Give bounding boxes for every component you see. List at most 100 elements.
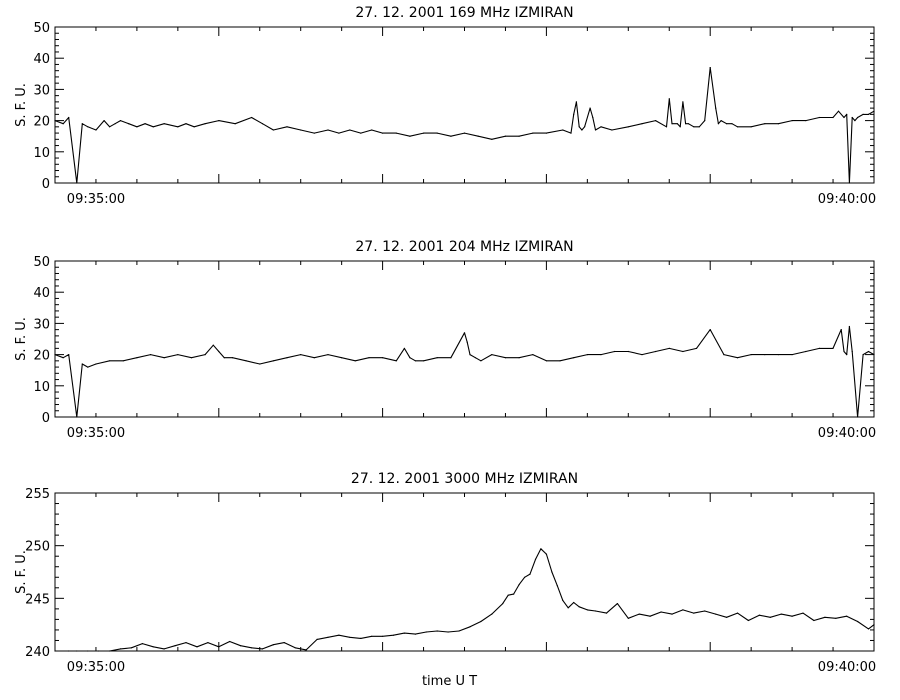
- data-point: [545, 132, 548, 134]
- data-point: [103, 120, 105, 122]
- data-point: [193, 126, 195, 128]
- data-point: [81, 123, 83, 125]
- data-point: [395, 132, 397, 134]
- data-point: [294, 647, 296, 649]
- data-point: [327, 129, 329, 131]
- data-point: [813, 619, 815, 622]
- x-tick-label-end: 09:40:00: [818, 426, 876, 441]
- data-point: [791, 354, 793, 356]
- data-point: [128, 123, 130, 125]
- plot-frame-3: [54, 492, 875, 652]
- data-point: [150, 354, 152, 356]
- data-point: [212, 344, 214, 346]
- data-point: [611, 129, 613, 131]
- data-point: [715, 613, 717, 615]
- data-point: [589, 107, 591, 109]
- data-point: [693, 126, 695, 128]
- data-point: [316, 638, 318, 641]
- data-point: [857, 116, 859, 119]
- data-point: [715, 107, 717, 109]
- data-point: [594, 129, 597, 131]
- data-point: [513, 593, 515, 595]
- data-point: [122, 360, 124, 362]
- y-tick-label: 20: [33, 349, 50, 364]
- data-point: [185, 642, 187, 644]
- data-point: [805, 120, 807, 122]
- data-point: [504, 357, 507, 359]
- x-tick-label-start: 09:35:00: [67, 192, 125, 207]
- data-point: [144, 123, 146, 125]
- data-point: [802, 612, 804, 614]
- series-line-3: [55, 548, 875, 652]
- data-point: [717, 123, 720, 125]
- data-point: [327, 354, 329, 356]
- data-point: [423, 132, 425, 134]
- data-point: [685, 123, 687, 125]
- data-point: [750, 126, 752, 128]
- data-point: [581, 129, 583, 131]
- data-point: [627, 126, 629, 128]
- data-point: [261, 123, 264, 125]
- data-point: [857, 620, 859, 623]
- data-point: [532, 354, 534, 356]
- data-point: [196, 646, 198, 648]
- data-point: [840, 329, 842, 331]
- data-point: [660, 611, 662, 613]
- data-point: [720, 120, 722, 122]
- data-point: [229, 640, 231, 643]
- y-tick-label: 245: [25, 592, 50, 607]
- data-point: [300, 129, 302, 131]
- data-point: [671, 613, 673, 615]
- data-point: [584, 126, 586, 128]
- data-point: [382, 132, 384, 134]
- data-point: [600, 354, 602, 356]
- y-tick-label: 240: [25, 645, 50, 660]
- data-point: [534, 558, 537, 561]
- data-point: [682, 101, 684, 103]
- data-point: [414, 633, 416, 635]
- y-tick-label: 10: [33, 146, 50, 161]
- data-point: [368, 357, 370, 359]
- data-point: [109, 126, 111, 128]
- data-point: [507, 594, 509, 596]
- data-point: [843, 116, 845, 119]
- data-point: [777, 123, 780, 125]
- data-point: [780, 613, 782, 615]
- y-tick-label: 50: [33, 255, 50, 270]
- data-point: [286, 357, 288, 359]
- data-point: [392, 634, 395, 636]
- data-point: [349, 636, 351, 638]
- data-point: [655, 350, 657, 353]
- x-axis-label: time U T: [422, 674, 477, 689]
- data-point: [695, 347, 698, 349]
- data-point: [726, 123, 728, 125]
- data-point: [218, 646, 220, 648]
- data-point: [450, 135, 452, 137]
- data-point: [736, 126, 739, 128]
- data-point: [867, 628, 870, 630]
- data-point: [76, 416, 78, 418]
- data-point: [349, 129, 351, 131]
- data-point: [68, 354, 70, 356]
- data-point: [305, 649, 307, 651]
- y-tick-label: 255: [25, 487, 50, 502]
- data-point: [562, 129, 564, 131]
- data-point: [68, 650, 70, 652]
- data-point: [62, 123, 64, 125]
- data-point: [62, 357, 64, 359]
- data-point: [109, 360, 111, 362]
- data-point: [824, 616, 826, 618]
- data-point: [578, 126, 580, 128]
- data-point: [371, 129, 373, 131]
- data-point: [204, 354, 206, 356]
- data-point: [87, 366, 89, 368]
- y-tick-label: 250: [25, 540, 50, 555]
- data-point: [223, 357, 225, 359]
- data-point: [649, 615, 651, 617]
- data-point: [518, 357, 520, 359]
- data-point: [848, 182, 851, 184]
- data-point: [458, 630, 460, 632]
- data-point: [251, 647, 253, 649]
- plot-frame-1: [54, 26, 875, 184]
- data-point: [152, 126, 154, 128]
